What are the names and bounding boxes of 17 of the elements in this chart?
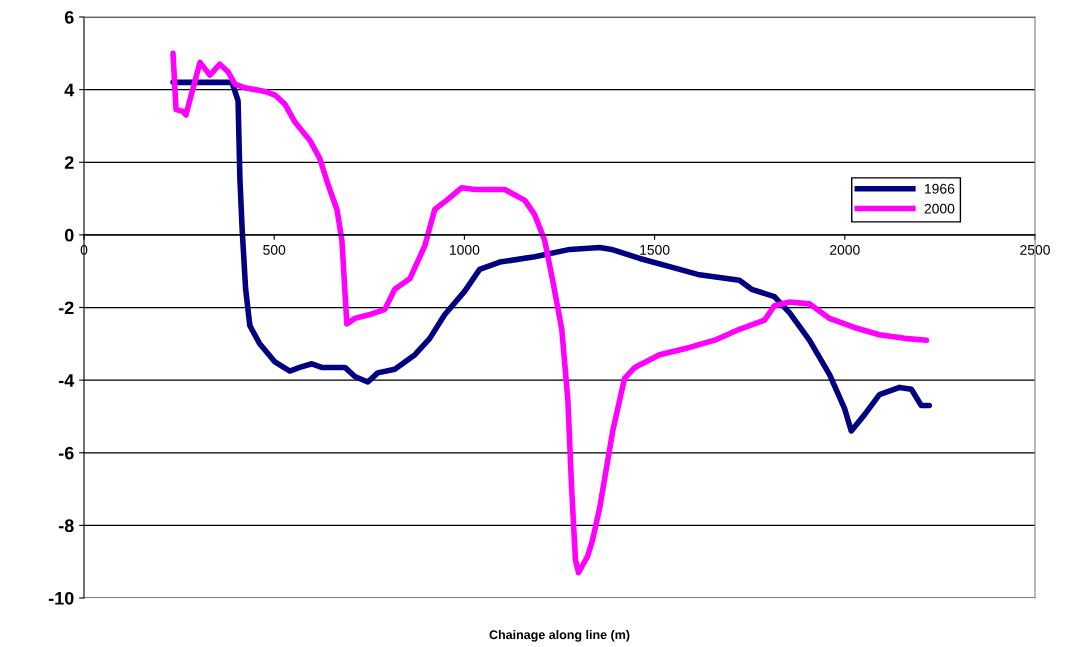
y-tick-label: -8: [58, 519, 74, 533]
y-tick-label: 2: [64, 156, 74, 169]
x-tick-label: 2500: [1020, 244, 1050, 255]
y-tick-label: 6: [64, 10, 74, 24]
y-tick-label: -2: [58, 301, 74, 315]
y-tick-label: 0: [64, 228, 74, 242]
y-tick-label: 4: [64, 83, 75, 97]
y-tick-label: -6: [58, 446, 74, 460]
y-tick-label: -10: [48, 591, 74, 605]
x-tick-label: 1500: [640, 244, 670, 255]
legend-label: 2000: [924, 203, 955, 214]
x-tick-label: 500: [263, 244, 286, 255]
y-tick-label: -4: [58, 374, 75, 387]
x-tick-label: 2000: [830, 244, 860, 255]
legend-label: 1966: [925, 183, 955, 194]
x-tick-label: 1000: [450, 244, 480, 255]
x-axis-title: Chainage along line (m): [489, 629, 630, 642]
